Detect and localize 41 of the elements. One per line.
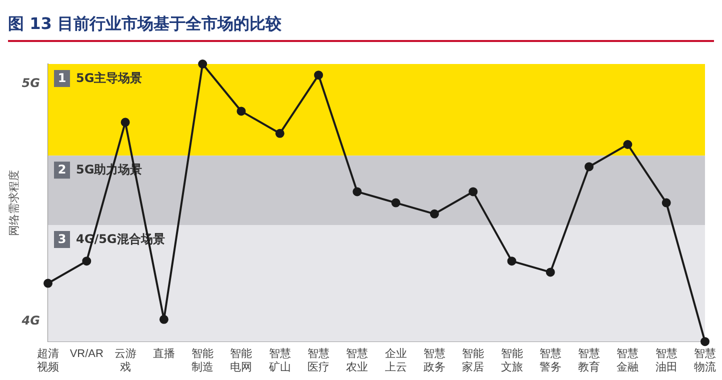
- x-tick-label: VR/AR: [70, 348, 104, 360]
- x-tick-label: 智能文旅: [500, 347, 523, 374]
- point: [391, 198, 400, 208]
- x-tick-label: 智能制造: [192, 347, 214, 374]
- point: [352, 187, 362, 196]
- x-tick-label: 智慧医疗: [308, 347, 330, 374]
- x-tick-label: 智慧矿山: [268, 347, 291, 374]
- band-label: 1 5G主导场景: [58, 71, 142, 86]
- x-tick-label: 智慧油田: [655, 347, 678, 374]
- point: [236, 106, 246, 116]
- x-tick-label: 智慧物流: [694, 347, 716, 374]
- point: [275, 128, 284, 138]
- point: [623, 140, 632, 150]
- point: [120, 118, 130, 127]
- x-tick-label: 智能家居: [462, 347, 484, 374]
- x-tick-label: 智慧教育: [578, 347, 600, 374]
- point: [662, 198, 671, 208]
- x-tick-label: 智慧警务: [539, 347, 562, 374]
- text: 4G: [20, 314, 40, 328]
- point: [700, 337, 710, 346]
- x-tick-label: 智慧农业: [346, 347, 368, 374]
- point: [82, 256, 92, 266]
- x-tick-label: 云游戏: [114, 348, 136, 374]
- x-tick-label: 直播: [152, 347, 175, 360]
- chart-title: 图 13 目前行业市场基于全市场的比较: [8, 14, 282, 35]
- point: [507, 256, 516, 266]
- text: 5G: [22, 76, 40, 90]
- point: [584, 162, 594, 172]
- point: [44, 278, 52, 288]
- point: [314, 70, 324, 80]
- x-tick-label: 智慧金融: [616, 347, 639, 374]
- x-tick-label: 智能电网: [230, 347, 252, 374]
- x-tick-label: 超清视频: [37, 347, 59, 374]
- point: [159, 314, 168, 324]
- point: [430, 209, 439, 218]
- x-tick-label: 智慧政务: [423, 347, 446, 374]
- point: [198, 60, 208, 68]
- point: [468, 187, 478, 196]
- x-tick-label: 企业上云: [384, 347, 407, 374]
- y-axis-title: 网络需求程度: [8, 170, 21, 236]
- point: [546, 268, 555, 277]
